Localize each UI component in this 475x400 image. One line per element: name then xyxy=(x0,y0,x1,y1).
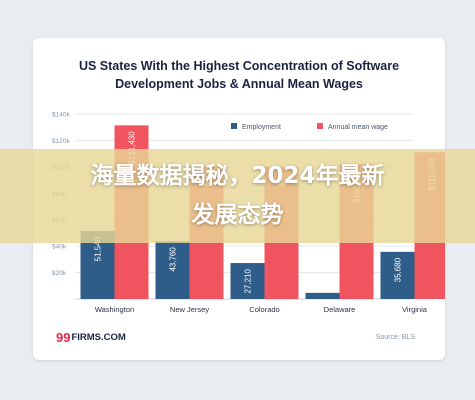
y-tick-label: $40k xyxy=(52,244,67,251)
y-tick-label: $140k xyxy=(52,112,70,119)
bar-employment xyxy=(230,263,265,299)
x-tick-label: Virginia xyxy=(402,305,428,314)
legend-swatch-employment xyxy=(231,123,237,129)
x-tick-label: Delaware xyxy=(324,305,356,314)
employment-value-label: 4,640 xyxy=(319,298,328,319)
chart-title-line-1: US States With the Highest Concentration… xyxy=(78,59,400,73)
employment-value-label: 27,210 xyxy=(244,268,253,293)
banner-line-2: 发展态势 xyxy=(191,202,284,228)
logo-text: FIRMS.COM xyxy=(71,332,126,343)
employment-value-label: 35,680 xyxy=(394,257,403,282)
bar-employment xyxy=(380,251,415,299)
y-tick-label: $20k xyxy=(52,270,67,277)
x-tick-label: Washington xyxy=(95,305,134,314)
firms-logo: 99 FIRMS.COM xyxy=(56,330,126,345)
overlay-banner xyxy=(0,149,475,243)
x-tick-label: New Jersey xyxy=(170,305,209,314)
chart-title-line-2: Development Jobs & Annual Mean Wages xyxy=(115,77,363,91)
banner-line-1: 海量数据揭秘，2024年最新 xyxy=(90,163,385,189)
overlay-banner-text: 海量数据揭秘，2024年最新 发展态势 xyxy=(0,157,475,235)
y-tick-label: $120k xyxy=(52,138,70,145)
wage-value-label: $131,430 xyxy=(128,131,137,165)
bar-employment xyxy=(155,241,190,299)
employment-value-label: 51,540 xyxy=(94,236,103,261)
legend-label-employment: Employment xyxy=(242,124,281,131)
employment-value-label: 43,760 xyxy=(169,247,178,272)
logo-mark: 99 xyxy=(56,330,71,345)
bar-employment xyxy=(305,292,340,299)
x-tick-label: Colorado xyxy=(249,305,279,314)
legend-label-wage: Annual mean wage xyxy=(328,124,388,131)
legend-swatch-wage xyxy=(317,123,323,129)
source-note: Source: BLS xyxy=(375,334,415,341)
